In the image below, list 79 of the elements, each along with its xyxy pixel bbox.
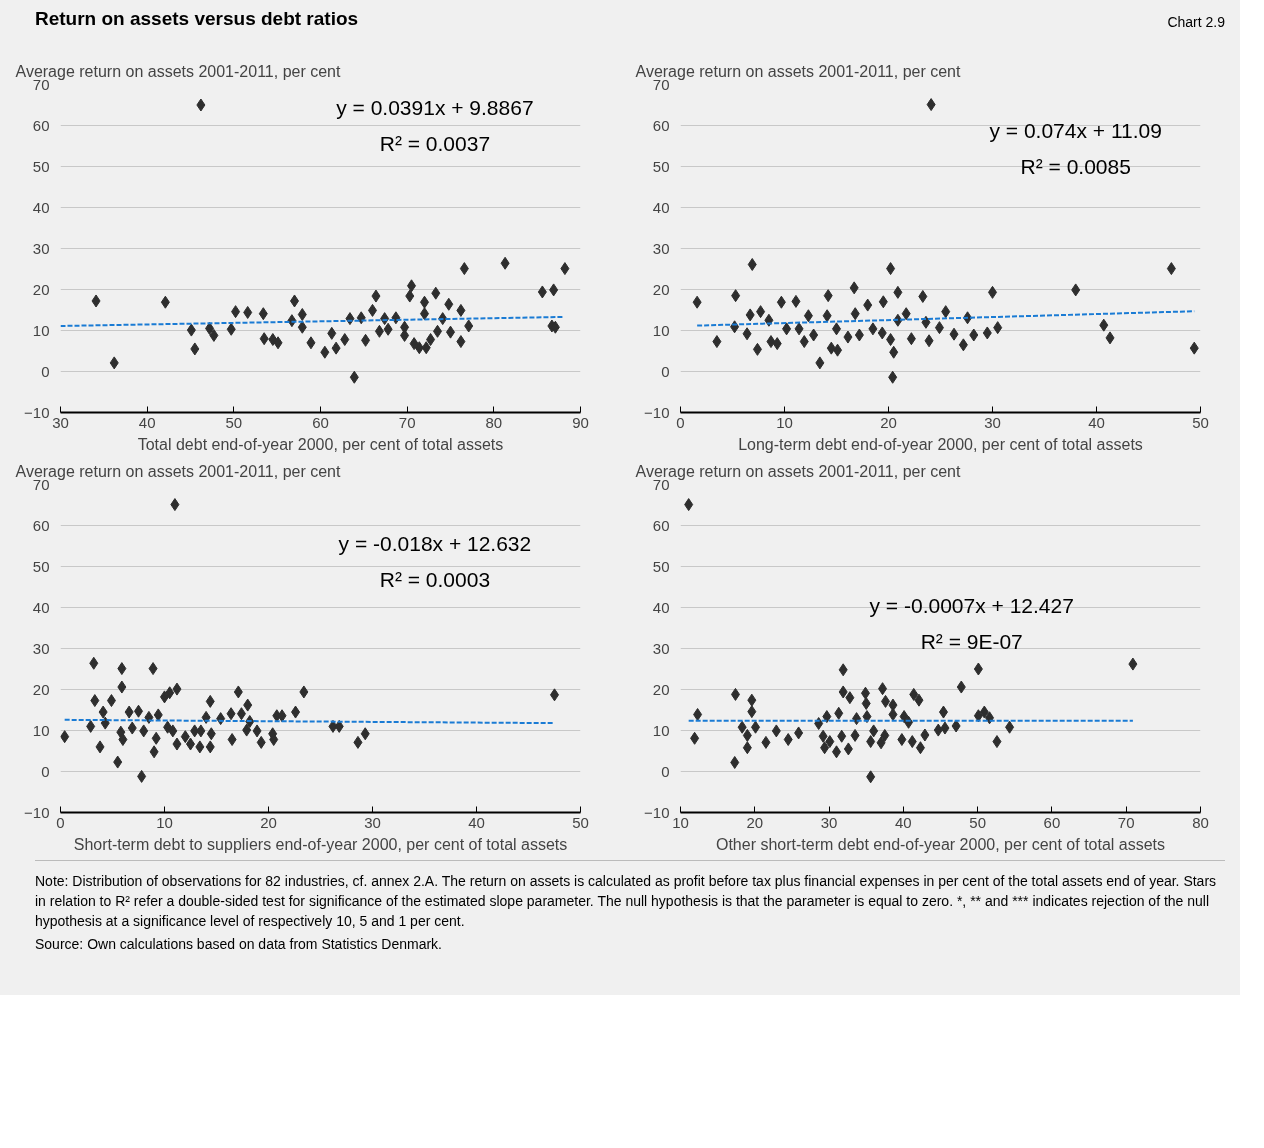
annotation: R² = 0.0037 [379, 132, 491, 156]
x-tick-label: 40 [895, 813, 912, 831]
annotation: y = 0.0391x + 9.8867 [336, 95, 534, 119]
y-tick-label: −10 [24, 403, 50, 421]
y-tick-label: 10 [32, 321, 50, 339]
y-tick-label: 50 [32, 557, 50, 575]
y-tick-label: 30 [652, 239, 670, 257]
x-tick-label: 0 [676, 413, 685, 431]
x-tick-label: 10 [156, 813, 173, 831]
x-axis-title: Short-term debt to suppliers end-of-year 2000, per cent of total assets [73, 835, 568, 853]
y-tick-label: −10 [24, 803, 50, 821]
y-tick-label: 60 [32, 116, 50, 134]
y-tick-label: 0 [661, 762, 670, 780]
text: Return on assets versus debt ratios [35, 7, 359, 31]
y-tick-label: 50 [652, 557, 670, 575]
x-tick-label: 40 [468, 813, 485, 831]
x-tick-label: 30 [984, 413, 1001, 431]
y-tick-label: 60 [652, 516, 670, 534]
y-tick-label: 10 [652, 321, 670, 339]
x-tick-label: 80 [485, 413, 503, 431]
x-tick-label: 30 [52, 413, 69, 431]
y-tick-label: 30 [32, 639, 50, 657]
x-tick-label: 40 [138, 413, 156, 431]
x-tick-label: 50 [969, 813, 986, 831]
annotation: R² = 0.0003 [379, 568, 491, 592]
x-tick-label: 20 [260, 813, 277, 831]
y-tick-label: 60 [652, 116, 670, 134]
y-tick-label: −10 [644, 803, 670, 821]
y-tick-label: 10 [32, 721, 50, 739]
x-axis-title: Total debt end-of-year 2000, per cent of total assets [137, 435, 504, 453]
y-tick-label: 60 [32, 516, 50, 534]
y-tick-label: 30 [32, 239, 50, 257]
y-axis-title: Average return on assets 2001-2011, per cent [635, 62, 962, 80]
x-tick-label: 0 [56, 813, 65, 831]
x-tick-label: 80 [1192, 813, 1209, 831]
y-tick-label: 50 [652, 157, 670, 175]
annotation: y = -0.018x + 12.632 [338, 532, 532, 556]
y-tick-label: 0 [41, 762, 50, 780]
x-tick-label: 20 [746, 813, 764, 831]
y-tick-label: 20 [32, 680, 50, 698]
x-tick-label: 20 [880, 413, 897, 431]
x-tick-label: 40 [1088, 413, 1105, 431]
annotation: R² = 0.0085 [1020, 155, 1131, 178]
x-axis-title: Other short-term debt end-of-year 2000, per cent of total assets [715, 835, 1166, 853]
x-tick-label: 60 [312, 413, 329, 431]
y-tick-label: 30 [652, 639, 670, 657]
y-tick-label: 0 [41, 362, 50, 380]
y-tick-label: 20 [652, 680, 670, 698]
source-note: Source: Own calculations based on data from Statistics Denmark. [35, 935, 443, 954]
x-tick-label: 50 [1192, 413, 1209, 431]
y-tick-label: 20 [32, 280, 50, 298]
x-tick-label: 10 [672, 813, 689, 831]
x-tick-label: 60 [1043, 813, 1061, 831]
x-tick-label: 50 [572, 813, 589, 831]
x-tick-label: 90 [572, 413, 589, 431]
y-tick-label: −10 [644, 403, 670, 421]
x-tick-label: 30 [820, 813, 838, 831]
y-axis-title: Average return on assets 2001-2011, per cent [15, 462, 342, 480]
x-tick-label: 70 [1117, 813, 1135, 831]
y-tick-label: 0 [661, 362, 670, 380]
y-axis-title: Average return on assets 2001-2011, per cent [635, 462, 962, 480]
y-tick-label: 10 [652, 721, 670, 739]
x-tick-label: 70 [398, 413, 416, 431]
y-tick-label: 40 [652, 198, 670, 216]
annotation: y = -0.0007x + 12.427 [869, 594, 1074, 618]
y-tick-label: 40 [32, 198, 50, 216]
x-tick-label: 10 [776, 413, 793, 431]
x-axis-title: Long-term debt end-of-year 2000, per cent of total assets [738, 435, 1143, 453]
caption: Chart 2.9 [1167, 13, 1225, 33]
text: Note: Distribution of observations for 82 industries, cf. annex 2.A. The return on assets is calculated as profit before tax plus financial expenses in per cent of the total assets end of year. Stars in relation to R² refer a double-sided test for significance of the estimated slope parameter. The null hypothesis is that the parameter is equal to zero. *, ** and *** indicates rejection of the null hypothesis at a significance level of respectively 10, 5 and 1 per cent. [35, 872, 1218, 931]
y-tick-label: 20 [652, 280, 670, 298]
y-axis-title: Average return on assets 2001-2011, per cent [15, 62, 342, 80]
x-tick-label: 50 [225, 413, 243, 431]
x-tick-label: 30 [364, 813, 381, 831]
annotation: R² = 9E-07 [920, 630, 1023, 654]
annotation: y = 0.074x + 11.09 [989, 118, 1162, 142]
y-tick-label: 40 [652, 598, 670, 616]
y-tick-label: 40 [32, 598, 50, 616]
y-tick-label: 50 [32, 157, 50, 175]
